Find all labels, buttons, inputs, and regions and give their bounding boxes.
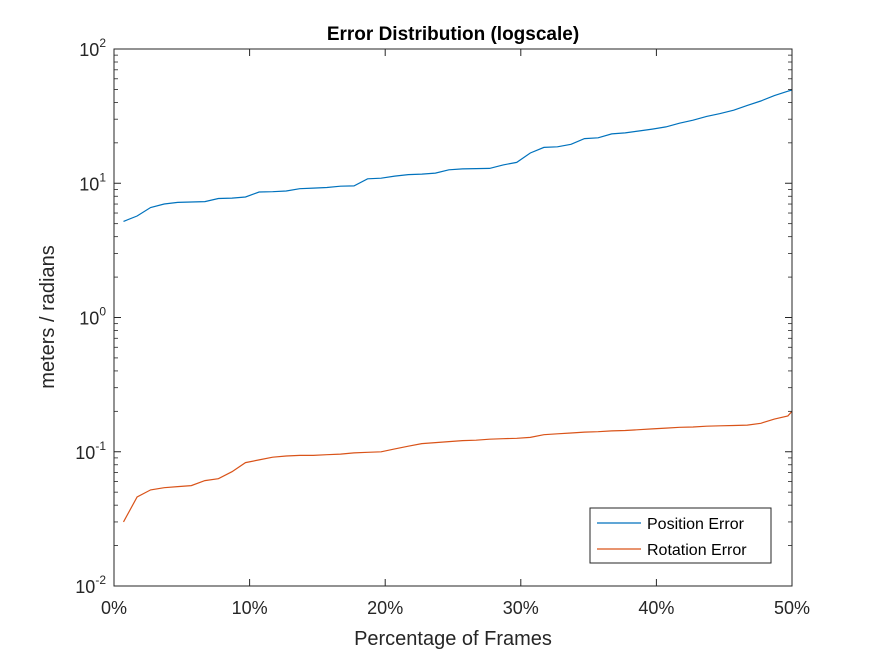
x-axis-label: Percentage of Frames (354, 628, 552, 650)
y-tick-label: 101 (79, 170, 106, 194)
y-tick-label: 10-2 (75, 573, 106, 597)
x-tick-label: 0% (101, 598, 127, 618)
x-tick-label: 40% (638, 598, 674, 618)
chart-title: Error Distribution (logscale) (327, 24, 579, 45)
legend-box (589, 507, 772, 564)
legend: Position Error Rotation Error (589, 507, 772, 564)
x-tick-label: 20% (367, 598, 403, 618)
y-tick-label: 102 (79, 36, 106, 60)
x-axis-ticks: 0% 10% 20% 30% 40% 50% (101, 49, 810, 618)
x-tick-label: 30% (503, 598, 539, 618)
legend-label-position-error: Position Error (647, 516, 745, 533)
plot-area (114, 49, 792, 586)
x-tick-label: 50% (774, 598, 810, 618)
series-line-rotation-error (122, 410, 793, 523)
series-line-position-error (123, 89, 793, 222)
y-axis-label: meters / radians (37, 245, 59, 388)
y-tick-label: 10-1 (75, 439, 106, 463)
y-tick-label: 100 (79, 305, 106, 329)
series-layer (122, 89, 793, 523)
legend-label-rotation-error: Rotation Error (647, 542, 747, 559)
y-axis-ticks: 10-2 10-1 100 101 102 (75, 36, 792, 597)
x-tick-label: 10% (232, 598, 268, 618)
